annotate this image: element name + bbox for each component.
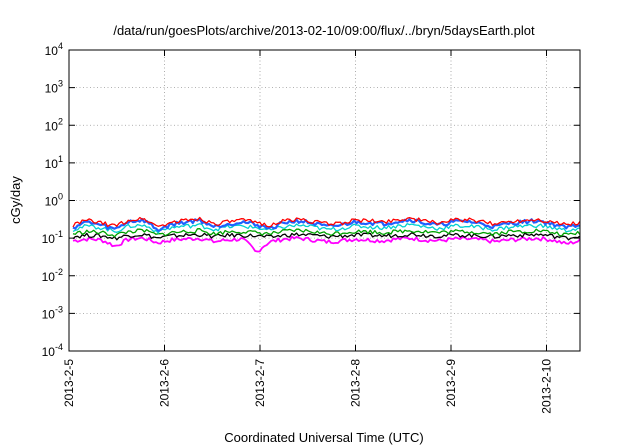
y-tick-label: 103 [45,79,63,96]
series-layer [72,216,581,253]
y-tick-exponent: 3 [58,79,63,89]
x-tick-label: 2013-2-9 [444,359,458,407]
y-tick-label: 102 [45,116,63,133]
y-tick-base: 10 [45,157,59,171]
series-line [72,228,581,238]
grid [69,50,580,351]
y-axis-label: cGy/day [8,176,23,224]
x-axis: 2013-2-5 2013-2-6 2013-2-7 2013-2-8 2013-2-9… [62,50,554,414]
series-line [72,235,581,253]
x-tick-label: 2013-2-5 [62,359,76,407]
y-tick-base: 10 [45,195,59,209]
series-line [72,216,581,228]
y-tick-label: 104 [45,41,63,58]
x-tick-label: 2013-2-8 [349,359,363,407]
y-tick-exponent: 0 [58,192,63,202]
y-tick-exponent: -3 [55,304,63,314]
y-tick-exponent: 2 [58,116,63,126]
y-tick-base: 10 [45,119,59,133]
x-tick-label: 2013-2-6 [158,359,172,407]
y-tick-label: 10-1 [42,229,63,246]
y-tick-label: 101 [45,154,63,171]
y-tick-base: 10 [42,232,56,246]
y-tick-base: 10 [45,44,59,58]
series-line [72,232,581,241]
x-axis-label: Coordinated Universal Time (UTC) [224,430,423,445]
x-tick-label: 2013-2-10 [540,359,554,414]
y-tick-base: 10 [42,270,56,284]
series-line [72,217,581,232]
x-tick-label: 2013-2-7 [253,359,267,407]
y-tick-label: 10-4 [42,342,63,359]
y-tick-base: 10 [42,307,56,321]
y-tick-base: 10 [45,82,59,96]
y-tick-exponent: -2 [55,267,63,277]
y-tick-exponent: 4 [58,41,63,51]
y-tick-label: 100 [45,192,63,209]
chart-title: /data/run/goesPlots/archive/2013-02-10/0… [113,23,535,38]
y-tick-exponent: -1 [55,229,63,239]
y-tick-base: 10 [42,345,56,359]
y-tick-exponent: 1 [58,154,63,164]
y-tick-exponent: -4 [55,342,63,352]
y-tick-label: 10-3 [42,304,63,321]
series-line [72,223,581,234]
y-tick-label: 10-2 [42,267,63,284]
